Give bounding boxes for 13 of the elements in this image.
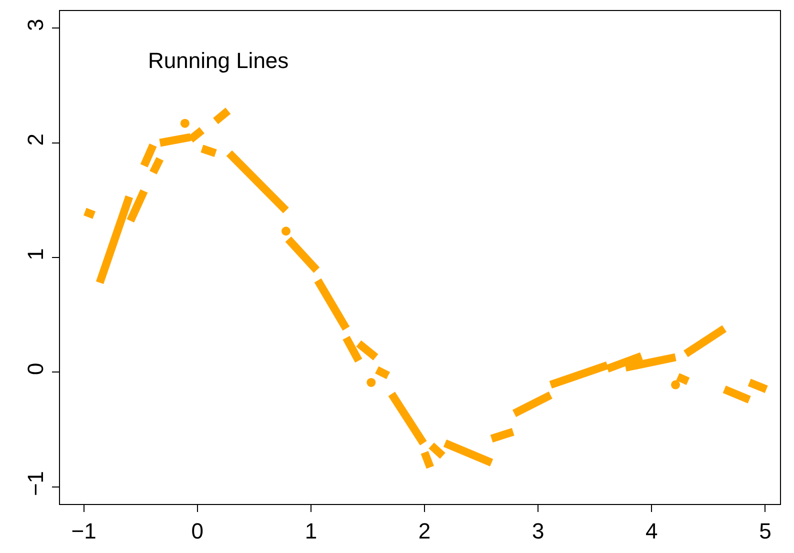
y-tick-label: 0: [23, 362, 48, 375]
x-tick-label: 0: [191, 518, 204, 544]
x-tick-label: 4: [646, 518, 658, 544]
y-tick-label: 1: [23, 248, 48, 260]
y-tick-label: 2: [23, 133, 48, 146]
x-tick-label: −1: [71, 518, 96, 544]
x-tick-label: 3: [532, 518, 544, 544]
text: Running Lines: [148, 48, 289, 73]
x-tick-label: 2: [418, 518, 431, 544]
y-tick-label: −1: [23, 470, 48, 496]
x-tick-label: 5: [759, 518, 772, 544]
x-tick-label: 1: [304, 518, 318, 544]
y-tick-label: 3: [23, 18, 48, 32]
